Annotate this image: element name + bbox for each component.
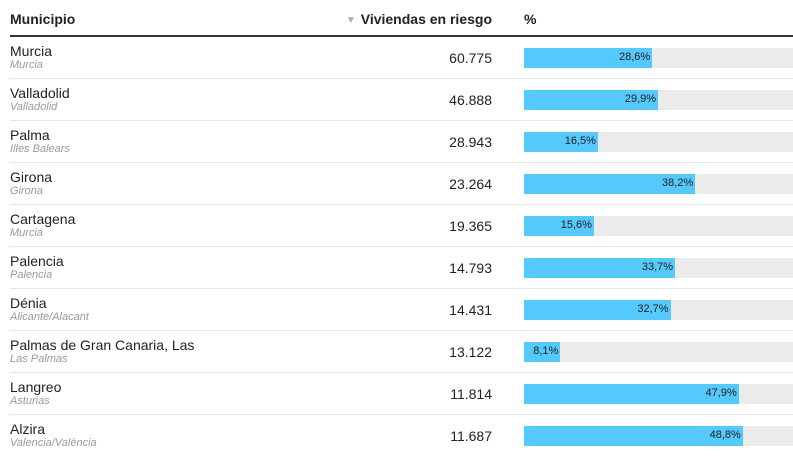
pct-bar-track: 32,7% [524, 300, 793, 320]
municipio-name: Murcia [10, 43, 53, 59]
pct-bar-track: 29,9% [524, 90, 793, 110]
pct-bar-track: 38,2% [524, 174, 793, 194]
table-row: Cartagena Murcia 19.365 15,6% [10, 205, 793, 247]
pct-label: 28,6% [619, 51, 651, 63]
municipio-name: Palencia [10, 253, 64, 269]
viviendas-value: 28.943 [449, 134, 492, 150]
pct-label: 15,6% [560, 219, 592, 231]
province-name: Asturias [10, 395, 50, 407]
table-row: Girona Girona 23.264 38,2% [10, 163, 793, 205]
table-row: Alzira Valencia/València 11.687 48,8% [10, 415, 793, 457]
municipio-name: Palma [10, 127, 50, 143]
column-header-municipio[interactable]: Municipio [10, 11, 75, 27]
pct-bar-fill: 29,9% [524, 90, 659, 110]
pct-bar-track: 28,6% [524, 48, 793, 68]
pct-label: 48,8% [709, 429, 741, 441]
sort-descending-icon: ▼ [345, 15, 356, 26]
pct-bar-fill: 28,6% [524, 48, 653, 68]
province-name: Alicante/Alacant [10, 311, 89, 323]
column-header-viviendas-label: Viviendas en riesgo [360, 11, 492, 27]
pct-bar-fill: 48,8% [524, 426, 743, 446]
pct-bar-fill: 16,5% [524, 132, 598, 152]
province-name: Valladolid [10, 101, 58, 113]
pct-label: 32,7% [637, 303, 669, 315]
municipio-name: Cartagena [10, 211, 76, 227]
municipio-name: Valladolid [10, 85, 70, 101]
pct-bar-track: 48,8% [524, 426, 793, 446]
province-name: Murcia [10, 59, 44, 71]
data-table: Municipio ▼ Viviendas en riesgo % Murcia M… [10, 0, 793, 457]
viviendas-value: 14.793 [449, 260, 492, 276]
pct-bar-fill: 32,7% [524, 300, 671, 320]
province-name: Las Palmas [10, 353, 68, 365]
table-row: Murcia Murcia 60.775 28,6% [10, 37, 793, 79]
pct-bar-track: 16,5% [524, 132, 793, 152]
pct-label: 38,2% [662, 177, 694, 189]
viviendas-value: 11.814 [450, 386, 492, 402]
pct-label: 29,9% [624, 93, 657, 105]
column-header-municipio-label: Municipio [10, 11, 76, 27]
viviendas-value: 60.775 [449, 50, 492, 66]
viviendas-value: 11.687 [450, 428, 492, 444]
municipio-name: Dénia [10, 295, 47, 311]
pct-bar-track: 15,6% [524, 216, 793, 236]
pct-bar-fill: 15,6% [524, 216, 594, 236]
table-header: Municipio ▼ Viviendas en riesgo % [10, 0, 793, 37]
column-header-viviendas[interactable]: ▼ Viviendas en riesgo [346, 11, 492, 27]
pct-bar-fill: 33,7% [524, 258, 676, 278]
province-name: Illes Balears [10, 143, 70, 155]
province-name: Murcia [10, 227, 44, 239]
table-body: Murcia Murcia 60.775 28,6% Valladolid Vallado… [10, 37, 793, 457]
pct-label: 16,5% [564, 135, 596, 147]
province-name: Valencia/València [10, 437, 97, 449]
pct-bar-fill: 47,9% [524, 384, 739, 404]
viviendas-value: 14.431 [449, 302, 492, 318]
pct-bar-track: 47,9% [524, 384, 793, 404]
column-header-pct[interactable]: % [524, 11, 536, 27]
viviendas-value: 23.264 [449, 176, 492, 192]
municipio-name: Palmas de Gran Canaria, Las [10, 337, 195, 353]
viviendas-value: 46.888 [449, 92, 492, 108]
table-row: Valladolid Valladolid 46.888 29,9% [10, 79, 793, 121]
pct-label: 47,9% [705, 387, 737, 399]
province-name: Girona [10, 185, 44, 197]
province-name: Palencia [10, 269, 53, 281]
table-row: Palmas de Gran Canaria, Las Las Palmas 13.… [10, 331, 793, 373]
viviendas-value: 13.122 [449, 344, 492, 360]
pct-bar-fill: 38,2% [524, 174, 696, 194]
table-row: Palencia Palencia 14.793 33,7% [10, 247, 793, 289]
pct-bar-track: 8,1% [524, 342, 793, 362]
pct-label: 8,1% [533, 345, 559, 357]
table-row: Palma Illes Balears 28.943 16,5% [10, 121, 793, 163]
viviendas-value: 19.365 [449, 218, 492, 234]
municipio-name: Alzira [10, 421, 46, 437]
municipio-name: Langreo [10, 379, 62, 395]
pct-bar-track: 33,7% [524, 258, 793, 278]
municipio-name: Girona [10, 169, 53, 185]
column-header-pct-label: % [524, 11, 537, 27]
table-row: Dénia Alicante/Alacant 14.431 32,7% [10, 289, 793, 331]
pct-bar-fill: 8,1% [524, 342, 561, 362]
table-row: Langreo Asturias 11.814 47,9% [10, 373, 793, 415]
pct-label: 33,7% [641, 261, 674, 273]
